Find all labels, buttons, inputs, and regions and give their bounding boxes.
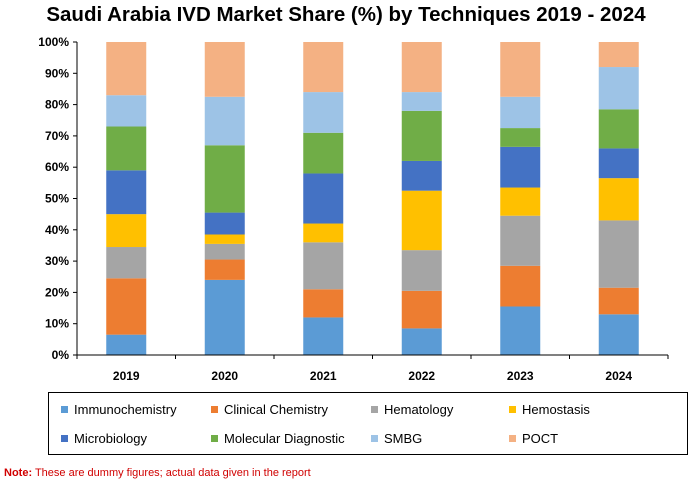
y-tick-label-1: 10% <box>45 317 69 331</box>
legend-swatch <box>371 434 378 442</box>
bar-segment-2023-5 <box>500 128 541 147</box>
legend-item-microbiology: Microbiology <box>61 430 147 446</box>
bar-segment-2024-4 <box>598 148 639 179</box>
bar-segment-2019-7 <box>106 42 147 96</box>
x-tick-label-2021: 2021 <box>310 369 337 383</box>
legend-item-hemostasis: Hemostasis <box>509 401 590 417</box>
x-tick-label-2022: 2022 <box>408 369 435 383</box>
bar-segment-2021-1 <box>303 289 344 318</box>
footnote-label: Note: <box>4 467 33 479</box>
legend-swatch <box>211 434 218 442</box>
legend-label: SMBG <box>384 430 423 446</box>
y-tick-label-3: 30% <box>45 254 69 268</box>
y-tick-label-10: 100% <box>38 35 69 49</box>
legend-swatch <box>509 434 516 442</box>
footnote: Note: These are dummy figures; actual da… <box>4 467 311 479</box>
y-tick-label-4: 40% <box>45 223 69 237</box>
legend-item-molecular-diagnostic: Molecular Diagnostic <box>211 430 345 446</box>
legend-label: Molecular Diagnostic <box>224 430 345 446</box>
bar-segment-2020-7 <box>204 42 245 97</box>
bar-segment-2019-2 <box>106 247 147 279</box>
y-tick-label-7: 70% <box>45 129 69 143</box>
bar-segment-2020-5 <box>204 145 245 213</box>
legend-item-poct: POCT <box>509 430 558 446</box>
bar-segment-2023-3 <box>500 187 541 216</box>
bar-segment-2021-6 <box>303 92 344 133</box>
bar-segment-2024-3 <box>598 178 639 221</box>
bar-segment-2023-7 <box>500 42 541 97</box>
bar-segment-2020-2 <box>204 243 245 260</box>
bar-segment-2024-0 <box>598 314 639 355</box>
y-tick-label-2: 20% <box>45 285 69 299</box>
bar-segment-2019-4 <box>106 170 147 215</box>
chart-title: Saudi Arabia IVD Market Share (%) by Tec… <box>46 3 646 26</box>
bar-segment-2021-0 <box>303 317 344 355</box>
bar-segment-2022-6 <box>401 92 442 111</box>
legend-swatch <box>509 405 516 413</box>
bar-segment-2022-3 <box>401 190 442 251</box>
bar-segment-2024-5 <box>598 109 639 149</box>
legend-label: POCT <box>522 430 559 446</box>
legend-swatch <box>61 405 68 413</box>
y-tick-label-6: 60% <box>45 160 69 174</box>
y-tick-label-9: 90% <box>45 66 69 80</box>
bar-segment-2021-7 <box>303 42 344 93</box>
x-tick-label-2020: 2020 <box>211 369 238 383</box>
y-tick-label-5: 50% <box>45 192 69 206</box>
bar-segment-2021-2 <box>303 242 344 290</box>
legend-item-immunochemistry: Immunochemistry <box>61 401 177 417</box>
bar-segment-2022-2 <box>401 250 442 291</box>
bar-segment-2020-6 <box>204 96 245 146</box>
bar-segment-2019-5 <box>106 126 147 171</box>
bar-segment-2022-1 <box>401 290 442 329</box>
y-tick-label-8: 80% <box>45 98 69 112</box>
bar-segment-2023-1 <box>500 265 541 307</box>
legend-item-smbg: SMBG <box>371 430 422 446</box>
x-tick-label-2019: 2019 <box>113 369 140 383</box>
bar-segment-2022-5 <box>401 110 442 161</box>
legend-label: Immunochemistry <box>74 401 177 417</box>
bar-segment-2024-7 <box>598 42 639 68</box>
bar-segment-2024-1 <box>598 287 639 315</box>
legend-swatch <box>371 405 378 413</box>
bar-segment-2019-1 <box>106 278 147 335</box>
bar-segment-2024-6 <box>598 67 639 110</box>
bar-segment-2019-3 <box>106 214 147 248</box>
bar-segment-2023-2 <box>500 215 541 266</box>
legend-label: Hematology <box>384 401 454 417</box>
bar-segment-2021-5 <box>303 132 344 174</box>
legend-label: Microbiology <box>74 430 147 446</box>
legend: Immunochemistry Clinical Chemistry Hematol… <box>48 392 688 455</box>
bar-segment-2019-0 <box>106 334 147 355</box>
bar-segment-2021-3 <box>303 223 344 243</box>
bar-segment-2022-4 <box>401 160 442 191</box>
bar-segment-2022-0 <box>401 328 442 355</box>
y-tick-label-0: 0% <box>52 348 70 362</box>
legend-swatch <box>61 434 68 442</box>
bar-segment-2020-4 <box>204 212 245 235</box>
bar-segment-2022-7 <box>401 42 442 93</box>
bar-segment-2023-4 <box>500 146 541 188</box>
bar-segment-2020-3 <box>204 234 245 244</box>
x-tick-label-2023: 2023 <box>507 369 534 383</box>
legend-swatch <box>211 405 218 413</box>
bar-segment-2020-0 <box>204 279 245 355</box>
bar-segment-2020-1 <box>204 259 245 280</box>
bar-segment-2019-6 <box>106 95 147 127</box>
bar-segment-2023-6 <box>500 96 541 129</box>
bar-segment-2021-4 <box>303 173 344 224</box>
x-tick-label-2024: 2024 <box>605 369 632 383</box>
legend-label: Hemostasis <box>522 401 590 417</box>
legend-item-clinical-chemistry: Clinical Chemistry <box>211 401 328 417</box>
bar-segment-2024-2 <box>598 220 639 288</box>
legend-item-hematology: Hematology <box>371 401 453 417</box>
bar-segment-2023-0 <box>500 306 541 355</box>
footnote-text: These are dummy figures; actual data giv… <box>32 467 311 479</box>
legend-label: Clinical Chemistry <box>224 401 329 417</box>
stacked-bar-chart: 0% 10% 20% 30% 40% 50% 60% 70% 80% 90% 100% 2019 202… <box>38 35 669 383</box>
